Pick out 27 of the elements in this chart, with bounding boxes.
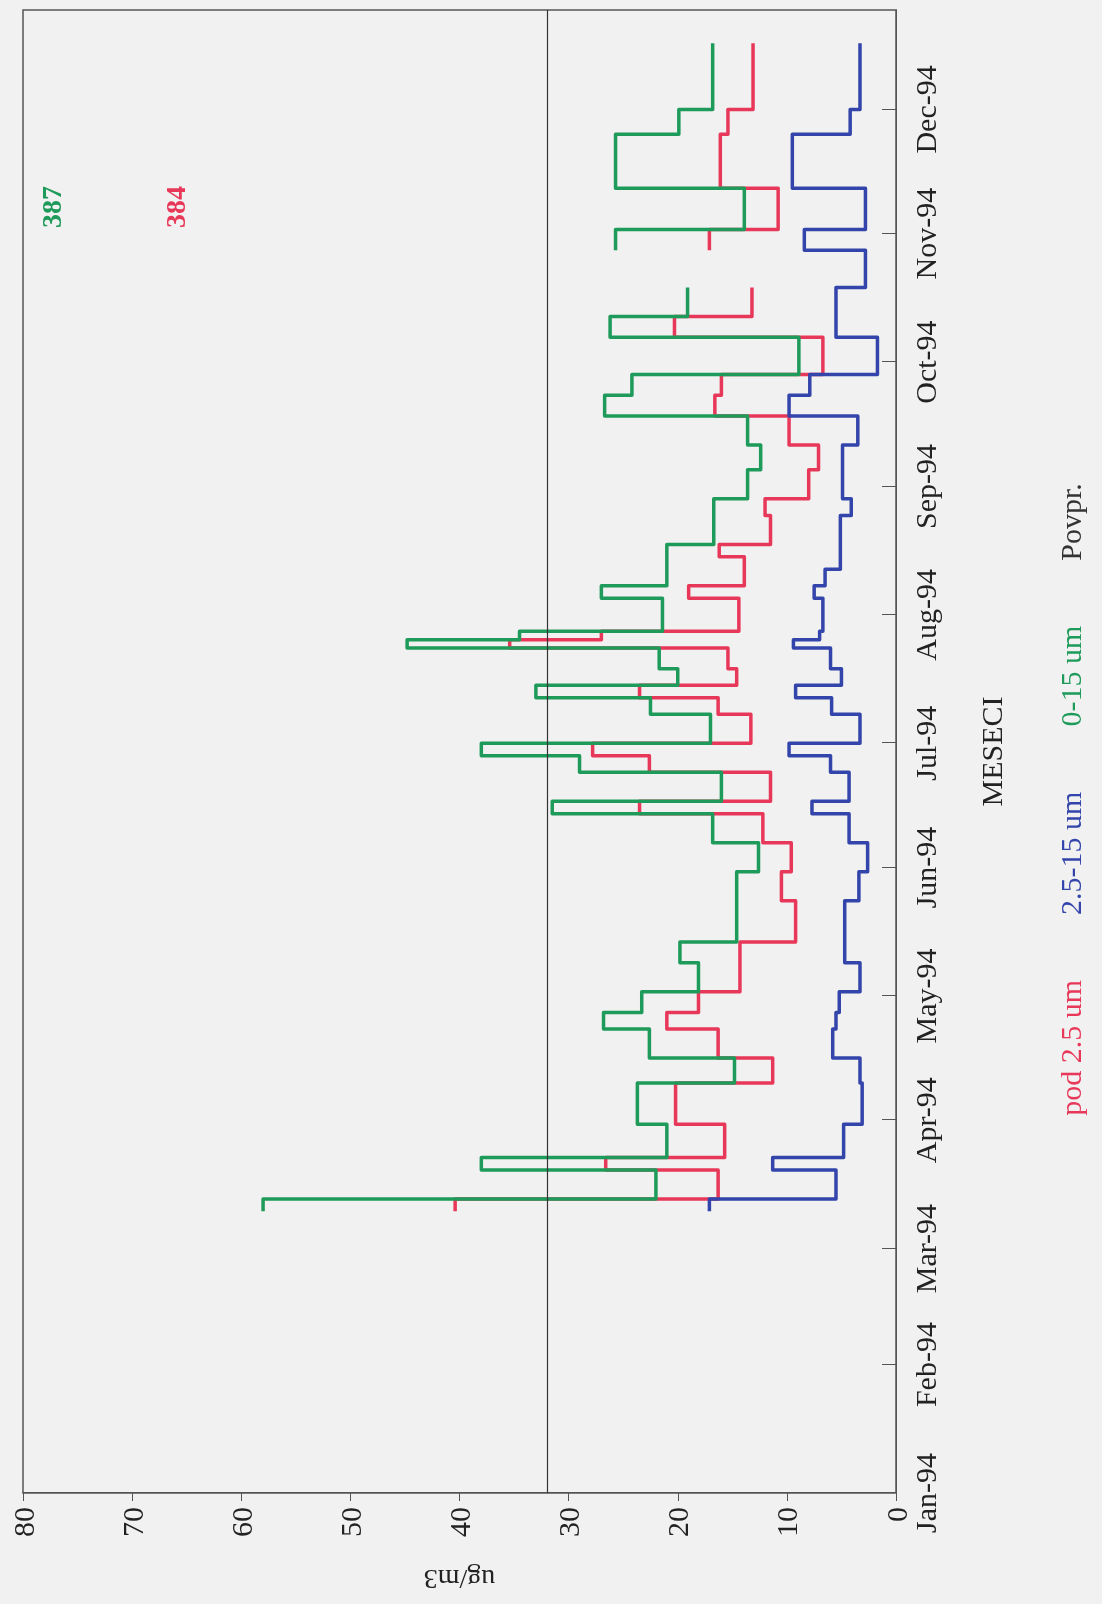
text: 2.5-15 um (1053, 791, 1087, 915)
text: pod 2.5 um (1053, 979, 1087, 1116)
y-tick-label: Dec-94 (908, 65, 942, 154)
text: 387 (35, 185, 67, 228)
y-tick-label: Nov-94 (908, 187, 942, 280)
y-tick-label: Apr-94 (908, 1077, 942, 1164)
y-tick-label: Feb-94 (908, 1322, 942, 1408)
x-tick-label: 60 (224, 1507, 258, 1537)
x-tick-label: 10 (770, 1507, 804, 1537)
text: 0-15 um (1053, 625, 1087, 727)
x-tick-label: 40 (443, 1507, 476, 1537)
y-tick-label: Mar-94 (908, 1203, 942, 1294)
y-axis-title: MESECI (974, 696, 1008, 807)
x-tick-label: 30 (552, 1507, 586, 1537)
x-tick-label: 50 (333, 1507, 367, 1537)
x-tick-label: 20 (661, 1507, 695, 1537)
x-axis-title: ug/m3 (423, 1563, 496, 1595)
x-tick-label: 70 (115, 1507, 149, 1537)
y-tick-label: Jun-94 (908, 826, 942, 909)
x-tick-label: 80 (6, 1507, 40, 1537)
y-tick-label: Aug-94 (908, 568, 942, 661)
ref-line-label: Povpr. (1053, 483, 1087, 561)
y-tick-label: May-94 (908, 948, 942, 1044)
y-tick-label: Jul-94 (908, 705, 942, 781)
y-tick-label: Sep-94 (908, 443, 942, 529)
y-tick-label: Oct-94 (908, 320, 942, 404)
text: 384 (159, 185, 191, 228)
